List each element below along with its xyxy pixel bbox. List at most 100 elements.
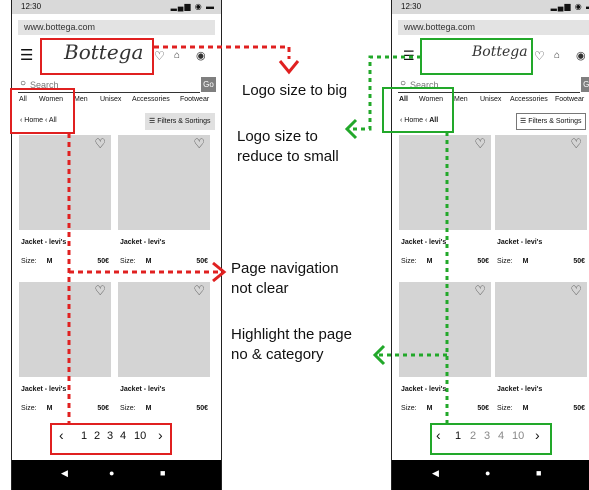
tab-accessories[interactable]: Accessories: [510, 96, 548, 103]
user-icon[interactable]: ◉: [576, 50, 586, 62]
home-icon[interactable]: ●: [485, 468, 491, 478]
page-2[interactable]: 2: [94, 430, 101, 442]
tab-unisex[interactable]: Unisex: [480, 96, 502, 103]
chevron-left-icon: ‹: [20, 117, 23, 124]
bag-icon[interactable]: ⌂: [554, 50, 561, 61]
tab-men[interactable]: Men: [454, 96, 468, 103]
menu-icon[interactable]: ☰: [20, 47, 34, 64]
logo[interactable]: Bottega: [472, 44, 528, 60]
search-placeholder: Search: [410, 80, 439, 90]
pagination: ‹ 1 2 3 4 10 ›: [12, 427, 221, 447]
android-nav-bar: ◀ ● ■: [392, 460, 589, 490]
tab-women[interactable]: Women: [419, 96, 443, 103]
product-card[interactable]: ♡ Jacket - levi's Size: M 50€: [118, 282, 210, 420]
search-go-button[interactable]: Go: [581, 77, 589, 92]
solution-arrow-logo: [344, 118, 358, 140]
tab-men[interactable]: Men: [74, 96, 88, 103]
chevron-left-icon: ‹: [400, 117, 403, 124]
chevron-left-icon[interactable]: ‹: [436, 427, 441, 443]
page-4[interactable]: 4: [120, 430, 127, 442]
heart-icon[interactable]: ♡: [193, 283, 205, 298]
problem-arrow-logo: [278, 60, 300, 75]
chevron-right-icon[interactable]: ›: [158, 427, 163, 443]
heart-icon[interactable]: ♡: [474, 283, 486, 298]
recents-icon[interactable]: ■: [160, 468, 166, 478]
product-card[interactable]: ♡ Jacket - levi's Size: M 50€: [495, 282, 587, 420]
tab-all[interactable]: All: [19, 96, 27, 103]
page-3[interactable]: 3: [107, 430, 114, 442]
page-1[interactable]: 1: [455, 430, 462, 442]
signal-wifi-battery-icon: ▂▄▆ ◉ ▬: [550, 2, 589, 11]
heart-icon[interactable]: ♡: [474, 136, 486, 151]
search-icon: ○: [20, 78, 27, 89]
page-10[interactable]: 10: [134, 430, 147, 442]
recents-icon[interactable]: ■: [536, 468, 542, 478]
heart-icon[interactable]: ♡: [570, 283, 582, 298]
product-card[interactable]: ♡ Jacket - levi's Size: M 50€: [118, 135, 210, 273]
product-card[interactable]: ♡ Jacket - levi's Size: M 50€: [19, 282, 111, 420]
product-card[interactable]: ♡ Jacket - levi's Size: M 50€: [399, 135, 491, 273]
status-bar: 12:30 ▂▄▆ ◉ ▬: [392, 0, 589, 14]
heart-icon[interactable]: ♡: [154, 49, 165, 63]
heart-icon[interactable]: ♡: [94, 283, 106, 298]
product-name: Jacket - levi's: [497, 239, 543, 246]
product-price: 50€: [196, 405, 208, 412]
product-image: [19, 135, 111, 230]
tab-accessories[interactable]: Accessories: [132, 96, 170, 103]
product-card[interactable]: ♡ Jacket - levi's Size: M 50€: [495, 135, 587, 273]
page-4[interactable]: 4: [498, 430, 505, 442]
breadcrumb-all[interactable]: All: [429, 117, 439, 124]
heart-icon[interactable]: ♡: [193, 136, 205, 151]
search-icon: ○: [400, 78, 407, 89]
product-name: Jacket - levi's: [401, 386, 447, 393]
chevron-left-icon: ‹: [44, 117, 48, 124]
search-input[interactable]: ○ Search: [398, 78, 580, 93]
annotation-logo-big: Logo size to big: [242, 82, 348, 99]
product-price: 50€: [573, 405, 585, 412]
page-1[interactable]: 1: [81, 430, 88, 442]
page-2[interactable]: 2: [470, 430, 477, 442]
product-price: 50€: [196, 258, 208, 265]
filters-button[interactable]: ☰ Filters & Sortings: [145, 113, 215, 130]
heart-icon[interactable]: ♡: [94, 136, 106, 151]
phone-mockup-current: 12:30 ▂▄▆ ◉ ▬ www.bottega.com ☰ Bottega …: [11, 0, 222, 490]
filters-label: Filters & Sortings: [528, 118, 582, 125]
product-size: Size: M: [497, 258, 529, 265]
logo[interactable]: Bottega: [64, 40, 144, 64]
status-time: 12:30: [21, 2, 42, 11]
product-image: [399, 135, 491, 230]
product-card[interactable]: ♡ Jacket - levi's Size: M 50€: [19, 135, 111, 273]
product-image: [399, 282, 491, 377]
breadcrumb-home[interactable]: Home: [24, 117, 43, 124]
tab-unisex[interactable]: Unisex: [100, 96, 122, 103]
page-3[interactable]: 3: [484, 430, 491, 442]
url-bar[interactable]: www.bottega.com: [398, 20, 589, 35]
heart-icon[interactable]: ♡: [534, 49, 545, 63]
page-10[interactable]: 10: [512, 430, 525, 442]
search-go-button[interactable]: Go: [201, 77, 216, 92]
bag-icon[interactable]: ⌂: [174, 50, 181, 61]
tab-all[interactable]: All: [399, 96, 408, 103]
user-icon[interactable]: ◉: [196, 50, 206, 62]
breadcrumb-all[interactable]: All: [48, 117, 57, 124]
tab-footwear[interactable]: Footwear: [555, 96, 585, 103]
breadcrumb-home[interactable]: Home: [404, 117, 423, 124]
back-icon[interactable]: ◀: [432, 468, 439, 478]
heart-icon[interactable]: ♡: [570, 136, 582, 151]
product-card[interactable]: ♡ Jacket - levi's Size: M 50€: [399, 282, 491, 420]
chevron-left-icon[interactable]: ‹: [59, 427, 64, 443]
search-input[interactable]: ○ Search: [18, 78, 200, 93]
product-price: 50€: [573, 258, 585, 265]
chevron-right-icon[interactable]: ›: [535, 427, 540, 443]
tab-footwear[interactable]: Footwear: [180, 96, 210, 103]
back-icon[interactable]: ◀: [61, 468, 68, 478]
product-size: Size: M: [120, 258, 152, 265]
menu-icon[interactable]: ☰: [403, 48, 415, 63]
product-name: Jacket - levi's: [497, 386, 543, 393]
product-price: 50€: [477, 405, 489, 412]
home-icon[interactable]: ●: [109, 468, 115, 478]
tab-women[interactable]: Women: [39, 96, 63, 103]
filters-button[interactable]: ☰ Filters & Sortings: [516, 113, 586, 130]
url-bar[interactable]: www.bottega.com: [18, 20, 215, 35]
category-tabs: All Women Men Unisex Accessories Footwea…: [392, 96, 589, 108]
